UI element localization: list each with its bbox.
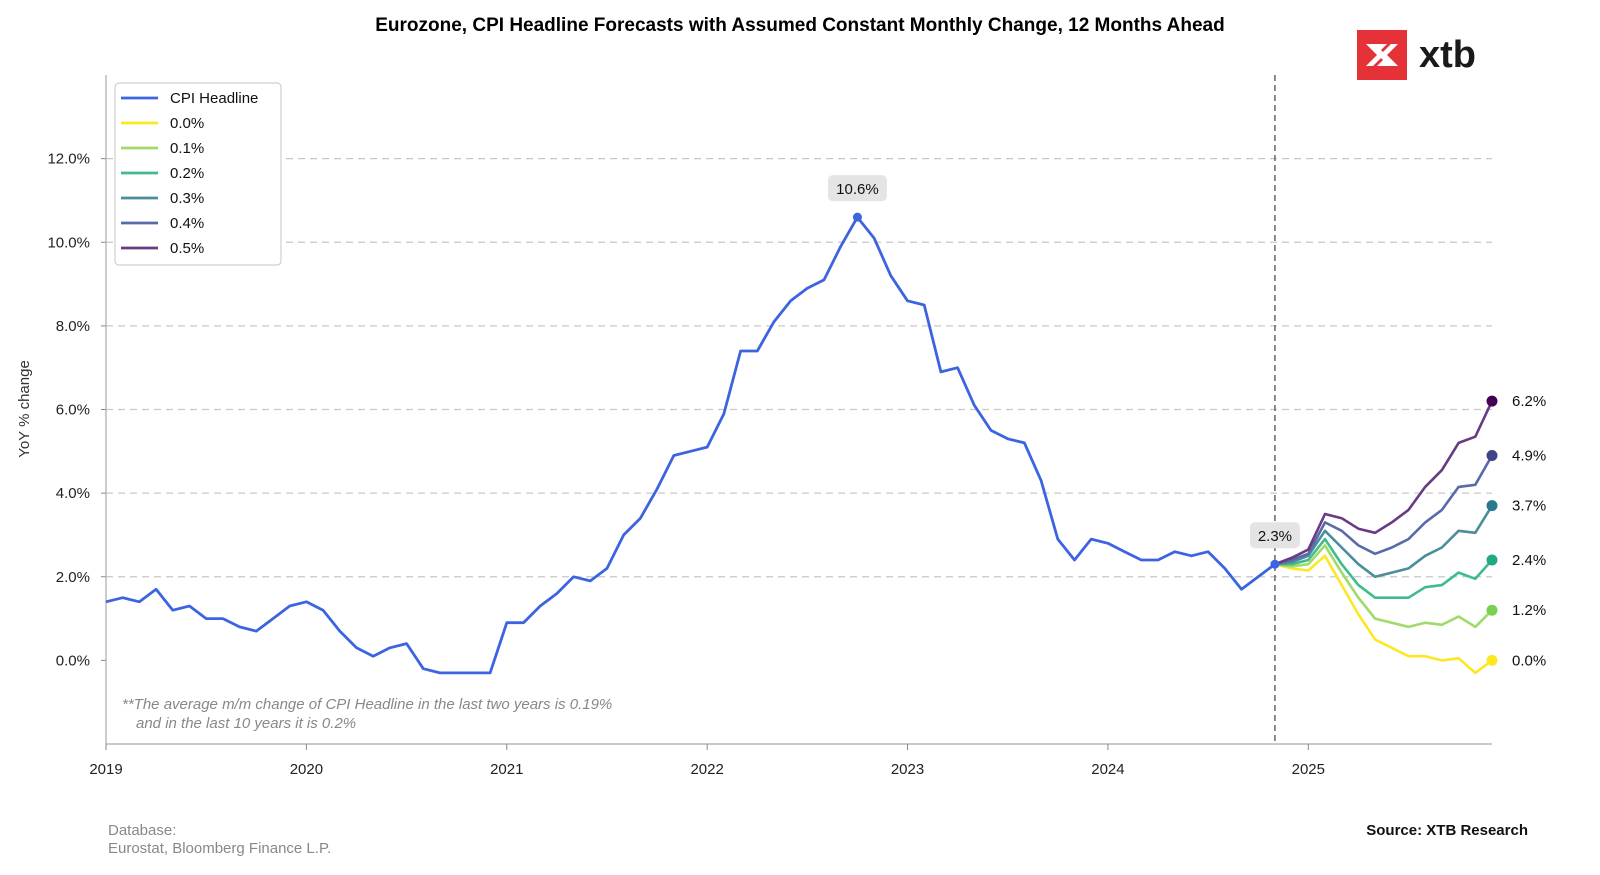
annotation-box-0	[827, 175, 887, 202]
chart-note: **The average m/m change of CPI Headline…	[122, 696, 612, 732]
axes	[105, 75, 1492, 750]
forecast-line-5	[1274, 400, 1494, 566]
legend-label-6: 0.5%	[170, 240, 204, 257]
y-tick-label: 8.0%	[56, 318, 90, 335]
end-label-0: 0.0%	[1512, 652, 1546, 669]
annotations: 10.6% 2.3%	[827, 175, 1300, 569]
y-axis-label: YoY % change	[16, 360, 33, 458]
annotation-point-0	[852, 212, 862, 222]
y-tick-label: 2.0%	[56, 569, 90, 586]
end-label-4: 4.9%	[1512, 447, 1546, 464]
logo-text: xtb	[1419, 33, 1476, 76]
end-dot-2	[1486, 554, 1498, 566]
x-tick-label: 2019	[89, 761, 122, 778]
end-dot-0	[1486, 654, 1498, 666]
database-value: Eurostat, Bloomberg Finance L.P.	[108, 840, 332, 857]
legend-label-3: 0.2%	[170, 165, 204, 182]
x-tick-label: 2021	[490, 761, 523, 778]
chart-title: Eurozone, CPI Headline Forecasts with As…	[375, 15, 1224, 36]
annotation-box-1	[1249, 522, 1300, 549]
legend-label-4: 0.3%	[170, 190, 204, 207]
end-label-2: 2.4%	[1512, 552, 1546, 569]
legend-label-5: 0.4%	[170, 215, 204, 232]
end-labels: 0.0% 1.2% 2.4% 3.7% 4.9% 6.2%	[1486, 393, 1546, 669]
database-label: Database:	[108, 822, 177, 839]
y-tick-label: 12.0%	[47, 151, 90, 168]
note-line-1: **The average m/m change of CPI Headline…	[122, 696, 612, 713]
forecast-line-4	[1274, 454, 1494, 566]
legend: CPI Headline 0.0% 0.1% 0.2% 0.3% 0.4% 0.5%	[114, 82, 282, 266]
x-tick-label: 2023	[891, 761, 924, 778]
database-credit: Database: Eurostat, Bloomberg Finance L.…	[108, 822, 331, 858]
legend-label-2: 0.1%	[170, 140, 204, 157]
x-tick-label: 2024	[1091, 761, 1124, 778]
brand-logo: xtb	[1357, 30, 1476, 80]
end-dot-4	[1486, 449, 1498, 461]
y-tick-label: 6.0%	[56, 402, 90, 419]
legend-box	[114, 82, 282, 266]
end-label-3: 3.7%	[1512, 498, 1546, 515]
end-dot-3	[1486, 500, 1498, 512]
y-tick-label: 10.0%	[47, 234, 90, 251]
annotation-label-1: 2.3%	[1258, 528, 1292, 545]
forecast-line-3	[1274, 505, 1494, 579]
grid-lines	[101, 157, 1492, 661]
series-lines	[105, 215, 1494, 675]
legend-label-1: 0.0%	[170, 115, 204, 132]
x-tick-label: 2025	[1292, 761, 1325, 778]
xtb-x-icon	[1357, 30, 1407, 80]
tick-labels: 0.0% 2.0% 4.0% 6.0% 8.0% 10.0% 12.0% 2019 2020 20…	[47, 151, 1325, 778]
y-tick-label: 0.0%	[56, 652, 90, 669]
end-dot-5	[1486, 395, 1498, 407]
history-line	[105, 215, 1276, 675]
forecast-line-0	[1274, 554, 1493, 675]
legend-label-0: CPI Headline	[170, 90, 258, 107]
x-tick-label: 2020	[290, 761, 323, 778]
x-tick-label: 2022	[690, 761, 723, 778]
end-label-1: 1.2%	[1512, 602, 1546, 619]
y-tick-label: 4.0%	[56, 485, 90, 502]
forecast-line-1	[1274, 544, 1493, 629]
source-credit: Source: XTB Research	[1366, 822, 1528, 839]
forecast-line-2	[1274, 537, 1493, 600]
note-line-2: and in the last 10 years it is 0.2%	[136, 715, 356, 732]
end-dot-1	[1486, 604, 1498, 616]
annotation-label-0: 10.6%	[836, 181, 879, 198]
annotation-point-1	[1270, 559, 1280, 569]
end-label-5: 6.2%	[1512, 393, 1546, 410]
